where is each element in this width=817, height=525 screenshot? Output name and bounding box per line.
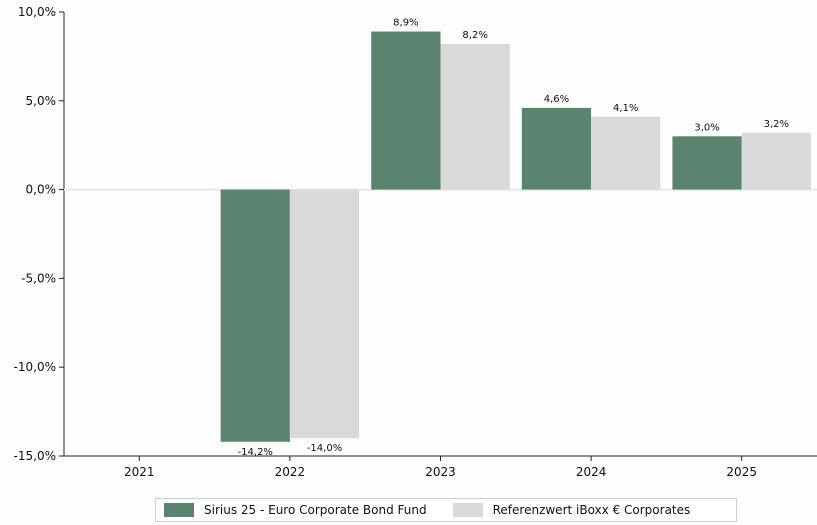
data-label-series-0: -14,2% [238, 447, 273, 458]
y-tick-label: -10,0% [14, 360, 56, 374]
bar-series-0 [672, 136, 742, 190]
y-tick-label: -15,0% [14, 449, 56, 463]
legend-item-fund: Sirius 25 - Euro Corporate Bond Fund [164, 503, 427, 517]
chart-legend: Sirius 25 - Euro Corporate Bond Fund Ref… [155, 498, 737, 522]
data-label-series-1: 3,2% [764, 119, 789, 130]
bar-series-1 [440, 43, 510, 190]
bar-series-1 [289, 189, 360, 439]
data-label-series-0: 4,6% [544, 94, 569, 105]
x-tick-label: 2024 [576, 465, 607, 479]
bar-series-1 [741, 132, 811, 190]
legend-label-benchmark: Referenzwert iBoxx € Corporates [492, 503, 691, 517]
data-label-series-1: 4,1% [613, 103, 638, 114]
legend-label-fund: Sirius 25 - Euro Corporate Bond Fund [204, 503, 427, 517]
legend-item-benchmark: Referenzwert iBoxx € Corporates [452, 503, 691, 517]
y-tick-label: 5,0% [26, 94, 57, 108]
legend-swatch-fund [164, 503, 194, 517]
chart-data-labels: -14,2% 8,9% 4,6% 3,0% -14,0% 8,2% 4,1% 3,2% [238, 18, 789, 458]
y-tick-label: 10,0% [18, 5, 56, 19]
legend-swatch-benchmark [452, 503, 483, 517]
x-tick-label: 2025 [726, 465, 757, 479]
bar-series-0 [220, 189, 290, 442]
y-tick-label: 0,0% [26, 183, 57, 197]
bar-series-0 [371, 31, 441, 190]
x-tick-label: 2022 [275, 465, 306, 479]
data-label-series-0: 8,9% [393, 18, 418, 29]
y-tick-label: -5,0% [21, 271, 56, 285]
data-label-series-1: -14,0% [307, 443, 342, 454]
data-label-series-1: 8,2% [462, 30, 487, 41]
x-tick-label: 2023 [425, 465, 456, 479]
data-label-series-0: 3,0% [694, 122, 719, 133]
chart-bars [220, 31, 811, 442]
bar-chart: 10,0% 5,0% 0,0% -5,0% -10,0% -15,0% 2021 2022 20… [14, 5, 817, 479]
bar-series-1 [591, 116, 661, 190]
x-tick-label: 2021 [124, 465, 155, 479]
bar-series-0 [521, 107, 592, 190]
